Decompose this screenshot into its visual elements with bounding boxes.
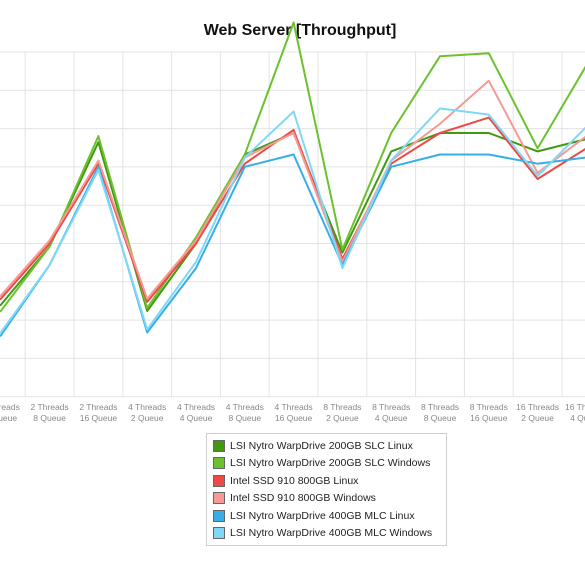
x-tick-label: 2 Threads xyxy=(79,402,117,412)
x-tick-label: 2 Threads xyxy=(0,402,20,412)
x-tick-label: 8 Queue xyxy=(33,413,66,423)
series-line-5 xyxy=(0,153,585,337)
legend-label: LSI Nytro WarpDrive 200GB SLC Windows xyxy=(230,457,431,470)
x-tick-label: 8 Threads xyxy=(372,402,410,412)
legend-item[interactable]: LSI Nytro WarpDrive 400GB MLC Windows xyxy=(213,525,440,543)
x-tick-label: 4 Threads xyxy=(177,402,215,412)
x-tick-label: 2 Queue xyxy=(521,413,554,423)
legend-item[interactable]: LSI Nytro WarpDrive 200GB SLC Linux xyxy=(213,437,440,455)
legend-item[interactable]: LSI Nytro WarpDrive 200GB SLC Windows xyxy=(213,455,440,473)
legend-swatch xyxy=(213,474,225,487)
x-tick-label: 4 Threads xyxy=(226,402,264,412)
x-tick-label: 16 Queue xyxy=(275,413,313,423)
x-tick-label: 4 Threads xyxy=(275,402,313,412)
legend-label: LSI Nytro WarpDrive 400GB MLC Linux xyxy=(230,509,415,522)
x-tick-label: 2 Queue xyxy=(326,413,359,423)
legend-item[interactable]: Intel SSD 910 800GB Windows xyxy=(213,490,440,508)
legend-swatch xyxy=(213,439,225,452)
legend-label: Intel SSD 910 800GB Linux xyxy=(230,474,359,487)
x-tick-label: 2 Queue xyxy=(131,413,164,423)
x-tick-label: 8 Threads xyxy=(421,402,459,412)
series-line-4 xyxy=(0,79,585,300)
legend-label: Intel SSD 910 800GB Windows xyxy=(230,492,376,505)
chart-series-lines xyxy=(0,21,585,337)
x-tick-label: 8 Threads xyxy=(323,402,361,412)
series-line-2 xyxy=(0,21,585,313)
legend-swatch xyxy=(213,457,225,470)
chart-legend: LSI Nytro WarpDrive 200GB SLC Linux LSI N… xyxy=(206,433,447,546)
legend-item[interactable]: LSI Nytro WarpDrive 400GB MLC Linux xyxy=(213,507,440,525)
chart-grid xyxy=(0,51,585,398)
x-tick-label: 2 Threads xyxy=(31,402,69,412)
x-tick-label: 16 Queue xyxy=(80,413,118,423)
legend-swatch xyxy=(213,509,225,522)
legend-item[interactable]: Intel SSD 910 800GB Linux xyxy=(213,472,440,490)
x-tick-label: 4 Queue xyxy=(570,413,585,423)
legend-swatch xyxy=(213,492,225,505)
chart-title: Web Server [Throughput] xyxy=(204,22,397,39)
legend-swatch xyxy=(213,527,225,540)
x-tick-label: 4 Queue xyxy=(180,413,213,423)
x-tick-label: 16 Threads xyxy=(565,402,585,412)
x-tick-label: 16 Threads xyxy=(516,402,559,412)
legend-label: LSI Nytro WarpDrive 200GB SLC Linux xyxy=(230,439,413,452)
x-tick-label: 16 Queue xyxy=(470,413,508,423)
series-line-6 xyxy=(0,107,585,334)
series-line-3 xyxy=(0,116,585,303)
x-tick-label: 4 Queue xyxy=(375,413,408,423)
x-tick-label: 8 Queue xyxy=(424,413,457,423)
x-tick-label: 4 Threads xyxy=(128,402,166,412)
x-tick-label: 8 Queue xyxy=(228,413,261,423)
x-tick-label: 2 Queue xyxy=(0,413,17,423)
legend-label: LSI Nytro WarpDrive 400GB MLC Windows xyxy=(230,527,433,540)
x-tick-label: 8 Threads xyxy=(470,402,508,412)
